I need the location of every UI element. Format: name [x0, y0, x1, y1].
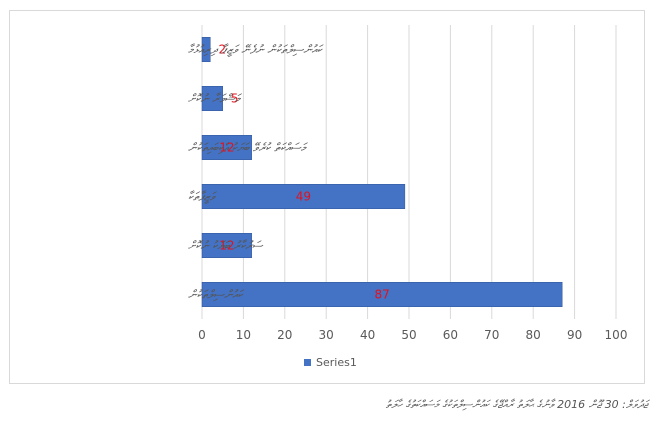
x-tick-label: 80	[526, 328, 541, 342]
bar	[201, 86, 223, 111]
data-label: 12	[219, 239, 234, 253]
legend-label: Series1	[316, 356, 357, 369]
bar	[201, 135, 252, 160]
x-tick-label: 70	[484, 328, 499, 342]
bar	[201, 184, 406, 209]
legend-swatch	[304, 359, 311, 366]
category-label: ކައުންސިލްތަކުން	[188, 288, 244, 302]
x-tick-label: 90	[567, 328, 582, 342]
chart-frame: 0 10 20 30 40 50 60 70 80 90 100 2 ކައުންސިލްތަކުން …	[9, 10, 645, 384]
bar-chart: 0 10 20 30 40 50 60 70 80 90 100 2ކައުންސިލްތަކުން …	[188, 25, 628, 369]
figure-caption: ޖަދުވަލް: 30 ޖޫން 2016 ވާނުގެ ޙާލަތު ރާއ…	[385, 398, 648, 411]
x-tick-label: 0	[198, 328, 206, 342]
data-label: 5	[231, 92, 239, 106]
x-tick-label: 20	[277, 328, 292, 342]
category-label: މަޝްވަރާ ނުކޮށް	[188, 92, 242, 106]
x-tick-label: 60	[443, 328, 458, 342]
bar	[201, 233, 252, 258]
category-label: މަސައްކަތް ކުރެވޭ ބަޔަކު އެކިބައިތަކުން	[188, 141, 308, 155]
bar	[201, 37, 211, 62]
data-label: 2	[218, 43, 226, 57]
category-label: ސަރުކާރު ބަޔަކު ނުކޮށް	[188, 239, 264, 253]
x-tick-label: 10	[236, 328, 251, 342]
x-tick-label: 100	[605, 328, 628, 342]
category-label: ވަޒީފާތަކާ	[188, 190, 217, 205]
x-tick-label: 30	[319, 328, 334, 342]
x-tick-label: 50	[401, 328, 416, 342]
bar	[201, 282, 563, 307]
data-label: 12	[219, 141, 234, 155]
category-label: ކައުންސިލްތަކުން ނުފެނޭ ވަޒީފާ ދިރިއުޅުމ…	[188, 43, 324, 58]
data-label: 49	[296, 190, 311, 204]
data-label: 87	[374, 288, 389, 302]
x-tick-label: 40	[360, 328, 375, 342]
